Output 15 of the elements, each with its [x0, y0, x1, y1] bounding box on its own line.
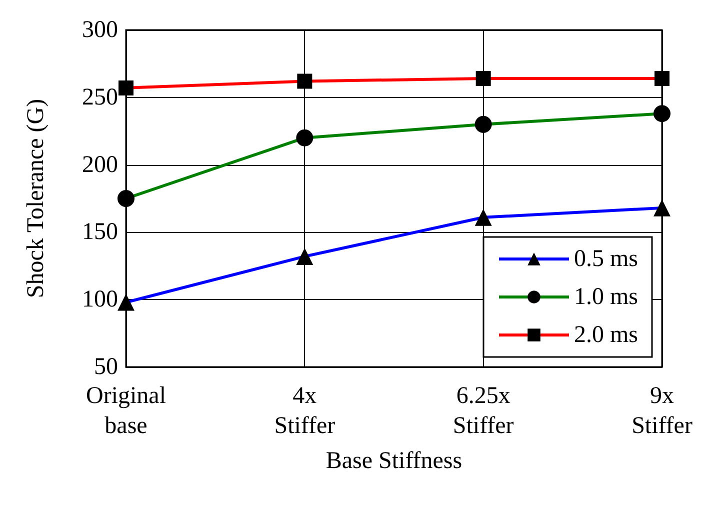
legend-label: 2.0 ms — [574, 322, 638, 348]
y-tick-label: 100 — [82, 286, 118, 313]
x-tick-label: Original base — [86, 383, 166, 439]
y-tick-label: 300 — [82, 17, 118, 43]
y-tick-label: 200 — [82, 152, 118, 178]
x-tick-label: 4x Stiffer — [274, 383, 336, 439]
x-tick-label: 9x Stiffer — [632, 383, 692, 439]
y-axis-title: Shock Tolerance (G) — [23, 98, 49, 298]
y-tick-label: 50 — [94, 354, 118, 380]
x-tick-label: 6.25x Stiffer — [452, 383, 514, 439]
legend-label: 1.0 ms — [574, 284, 638, 310]
y-tick-label: 250 — [82, 84, 118, 110]
y-tick-label: 150 — [82, 219, 118, 246]
x-axis-title: Base Stiffness — [326, 448, 462, 474]
legend-label: 0.5 ms — [574, 246, 638, 272]
